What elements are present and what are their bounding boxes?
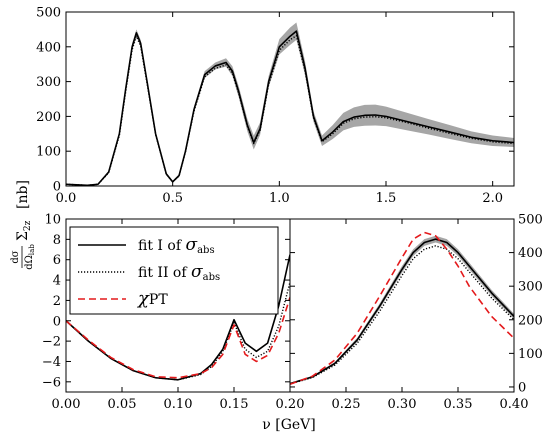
bottom-right-xtick-label: 0.35 bbox=[444, 397, 473, 412]
y-frac-denominator: dΩ bbox=[24, 255, 35, 270]
top-frame bbox=[65, 11, 515, 187]
top-xtick-label: 0.5 bbox=[162, 191, 183, 206]
bottom-left-ytick-label: 0 bbox=[53, 314, 61, 329]
legend-sub-fit2: abs bbox=[203, 272, 221, 283]
top-ytick-label: 0 bbox=[53, 180, 61, 195]
bottom-right-ytick-label: 500 bbox=[518, 213, 543, 228]
top-ytick-label: 500 bbox=[36, 6, 61, 21]
bottom-left-ytick-label: 8 bbox=[53, 233, 61, 248]
y-axis-unit: [nb] bbox=[15, 180, 31, 209]
top-xtick-label: 1.5 bbox=[376, 191, 397, 206]
bottom-right-ytick-label: 300 bbox=[518, 280, 543, 295]
bottom-left-ytick-label: −2 bbox=[42, 335, 61, 350]
bottom-right-xtick-label: 0.30 bbox=[388, 397, 417, 412]
bottom-right-xtick-label: 0.25 bbox=[332, 397, 361, 412]
bottom-right-plot-area bbox=[290, 231, 514, 386]
bottom-left-xtick-label: 0.05 bbox=[108, 397, 137, 412]
top-ytick-label: 200 bbox=[36, 110, 61, 125]
legend-item-fit1: fit I of σabs bbox=[78, 235, 215, 256]
legend-sym-fit2: σ bbox=[191, 262, 203, 282]
top-xtick-label: 1.0 bbox=[269, 191, 290, 206]
bottom-right-ytick-label: 200 bbox=[518, 313, 543, 328]
bottom-left-series-dashed bbox=[66, 297, 290, 379]
y-frac-den-sub: lab bbox=[28, 244, 36, 255]
top-series-dotted bbox=[66, 34, 514, 186]
top-ytick-label: 300 bbox=[36, 75, 61, 90]
bottom-left-ytick-label: 4 bbox=[53, 274, 61, 289]
top-uncertainty-band bbox=[66, 22, 514, 186]
top-series-solid bbox=[66, 30, 514, 186]
bottom-right-ytick-label: 400 bbox=[518, 246, 543, 261]
bottom-right-ytick-label: 0 bbox=[518, 380, 526, 395]
bottom-right-uncertainty-band bbox=[290, 235, 514, 385]
bottom-right-series-solid bbox=[290, 238, 514, 385]
y-sigma-symbol: Σ bbox=[15, 231, 31, 241]
legend-sym-chipt: χ bbox=[136, 288, 150, 309]
bottom-left-ytick-label: 10 bbox=[44, 213, 61, 228]
bottom-right-xtick-label: 0.40 bbox=[500, 397, 529, 412]
x-axis-label: ν [GeV] bbox=[262, 417, 315, 433]
bottom-left-ytick-label: −4 bbox=[42, 355, 61, 370]
legend-label-chipt: PT bbox=[149, 292, 168, 308]
svg-text:χPT: χPT bbox=[136, 288, 168, 309]
bottom-left-plot-area bbox=[66, 254, 290, 381]
legend-item-fit2: fit II of σabs bbox=[78, 262, 220, 283]
bottom-left-xtick-label: 0.00 bbox=[52, 397, 81, 412]
svg-text:fit II of σabs: fit II of σabs bbox=[138, 262, 220, 283]
bottom-left-series-dotted bbox=[66, 281, 290, 381]
y-frac-numerator: dσ bbox=[10, 250, 21, 263]
bottom-right-frame bbox=[289, 218, 515, 393]
y-axis-label: dσ dΩlab Σ2z [nb] bbox=[10, 180, 36, 270]
svg-text:Σ2z: Σ2z bbox=[15, 220, 33, 241]
bottom-right-series-dashed bbox=[290, 231, 514, 386]
legend-sub-fit1: abs bbox=[197, 245, 215, 256]
top-xtick-label: 0.0 bbox=[56, 191, 77, 206]
top-ytick-label: 100 bbox=[36, 145, 61, 160]
svg-text:fit I of σabs: fit I of σabs bbox=[138, 235, 215, 256]
legend-label-fit1: fit I of bbox=[138, 238, 185, 254]
top-xtick-label: 2.0 bbox=[482, 191, 503, 206]
bottom-left-ytick-label: −6 bbox=[42, 375, 61, 390]
top-ytick-label: 400 bbox=[36, 40, 61, 55]
legend-sym-fit1: σ bbox=[185, 235, 197, 255]
top-plot-area bbox=[66, 22, 514, 186]
svg-text:dΩlab: dΩlab bbox=[24, 244, 36, 270]
bottom-left-panel: 0.00 0.05 0.10 0.15 0.20 −6 −4 −2 0 2 4 6 8 10 bbox=[42, 213, 305, 413]
bottom-left-ytick-label: 2 bbox=[53, 294, 61, 309]
bottom-left-xtick-label: 0.20 bbox=[276, 397, 305, 412]
legend: fit I of σabs fit II of σabs χPT bbox=[69, 226, 279, 315]
bottom-left-xtick-label: 0.15 bbox=[220, 397, 249, 412]
legend-item-chipt: χPT bbox=[78, 288, 168, 309]
bottom-right-ytick-label: 100 bbox=[518, 347, 543, 362]
top-panel: 0.0 0.5 1.0 1.5 2.0 0 100 200 300 400 500 bbox=[36, 6, 515, 206]
legend-label-fit2: fit II of bbox=[138, 265, 191, 281]
bottom-left-xtick-label: 0.10 bbox=[164, 397, 193, 412]
bottom-left-ytick-label: 6 bbox=[53, 253, 61, 268]
bottom-right-series-dotted bbox=[290, 245, 514, 385]
y-sigma-sub: 2z bbox=[23, 220, 33, 231]
bottom-right-panel: 0.25 0.30 0.35 0.40 0 100 200 300 400 500 bbox=[289, 213, 543, 412]
